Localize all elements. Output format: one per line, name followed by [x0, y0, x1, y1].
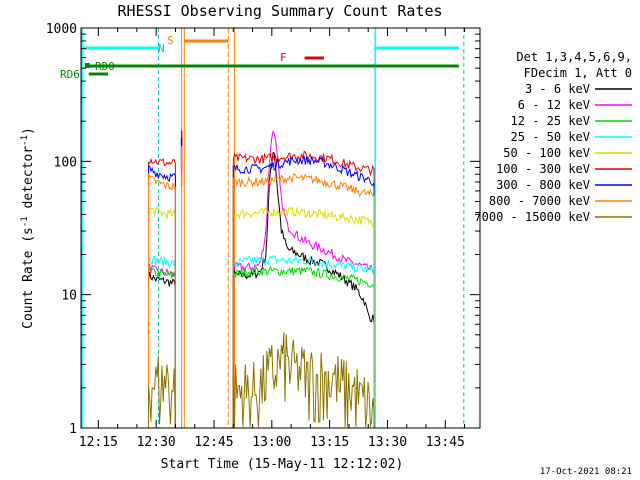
series-0-segment-0: [148, 271, 176, 428]
series-6: [148, 155, 375, 428]
legend-header-attenuator: FDecim 1, Att 0: [524, 66, 632, 80]
x-tick-label-5: 13:30: [368, 435, 407, 450]
series-2-segment-1: [232, 265, 375, 428]
legend-label-0: 3 - 6 keV: [525, 82, 590, 96]
x-axis-label: Start Time (15-May-11 12:12:02): [161, 457, 404, 472]
series-2-segment-0: [148, 266, 176, 428]
series-4-segment-0: [148, 206, 176, 428]
plot-clip-group: [81, 28, 465, 428]
series-3: [148, 254, 375, 428]
chart-title: RHESSI Observing Summary Count Rates: [117, 2, 442, 20]
bar-label-rd6: RD6: [60, 68, 80, 81]
series-8-segment-1: [232, 332, 375, 428]
legend-label-8: 7000 - 15000 keV: [474, 210, 590, 224]
y-tick-label-3: 1000: [46, 22, 77, 37]
series-8: [148, 332, 375, 428]
x-tick-label-0: 12:15: [79, 435, 118, 450]
legend: Det 1,3,4,5,6,9, FDecim 1, Att 0 3 - 6 k…: [474, 50, 632, 224]
series-6-segment-1: [232, 155, 375, 428]
series-0-segment-1: [232, 152, 375, 428]
x-tick-label-4: 13:15: [310, 435, 349, 450]
series-2: [148, 265, 375, 428]
series-8-segment-0: [148, 355, 176, 428]
series-5-segment-1: [232, 150, 375, 428]
plot-area: RD0 RD6 NS F: [60, 28, 465, 428]
series-5-segment-0: [148, 157, 176, 428]
axes: 12:15 12:30 12:45 13:00 13:15 13:30 13:45 1 10 10…: [46, 22, 481, 450]
y-axis-label: Count Rate (s-1 detector-1): [20, 127, 36, 329]
rd0-marker: [84, 63, 90, 68]
x-tick-label-1: 12:30: [137, 435, 176, 450]
series-1-segment-0: [148, 263, 176, 428]
series-7: [148, 173, 375, 428]
plot-frame: [80, 27, 481, 429]
series-3-segment-1: [232, 254, 375, 428]
bar-label-n: N: [158, 42, 165, 55]
x-tick-label-3: 13:00: [252, 435, 291, 450]
series-3-segment-0: [148, 255, 176, 428]
legend-label-3: 25 - 50 keV: [511, 130, 590, 144]
legend-label-5: 100 - 300 keV: [496, 162, 590, 176]
series-1-segment-1: [232, 130, 375, 428]
series-5: [148, 150, 375, 428]
bar-label-s: S: [167, 34, 174, 47]
x-tick-label-2: 12:45: [194, 435, 233, 450]
x-tick-label-6: 13:45: [426, 435, 465, 450]
series-6-segment-0: [148, 165, 176, 428]
legend-label-4: 50 - 100 keV: [503, 146, 590, 160]
y-tick-label-1: 10: [61, 289, 77, 304]
legend-header-detectors: Det 1,3,4,5,6,9,: [516, 50, 632, 64]
series-1: [148, 130, 375, 428]
legend-label-1: 6 - 12 keV: [518, 98, 590, 112]
footer-timestamp: 17-Oct-2021 08:21: [540, 467, 632, 477]
series-7-segment-1: [232, 173, 375, 428]
legend-label-2: 12 - 25 keV: [511, 114, 590, 128]
y-tick-label-2: 100: [54, 155, 77, 170]
series-0: [148, 152, 375, 428]
legend-label-6: 300 - 800 keV: [496, 178, 590, 192]
series-7-segment-0: [148, 173, 176, 428]
bar-label-rd0: RD0: [95, 60, 115, 73]
legend-label-7: 800 - 7000 keV: [489, 194, 590, 208]
y-tick-label-0: 1: [69, 422, 77, 437]
bar-label-f: F: [280, 51, 287, 64]
series-4: [148, 205, 375, 428]
series-4-segment-1: [232, 205, 375, 428]
